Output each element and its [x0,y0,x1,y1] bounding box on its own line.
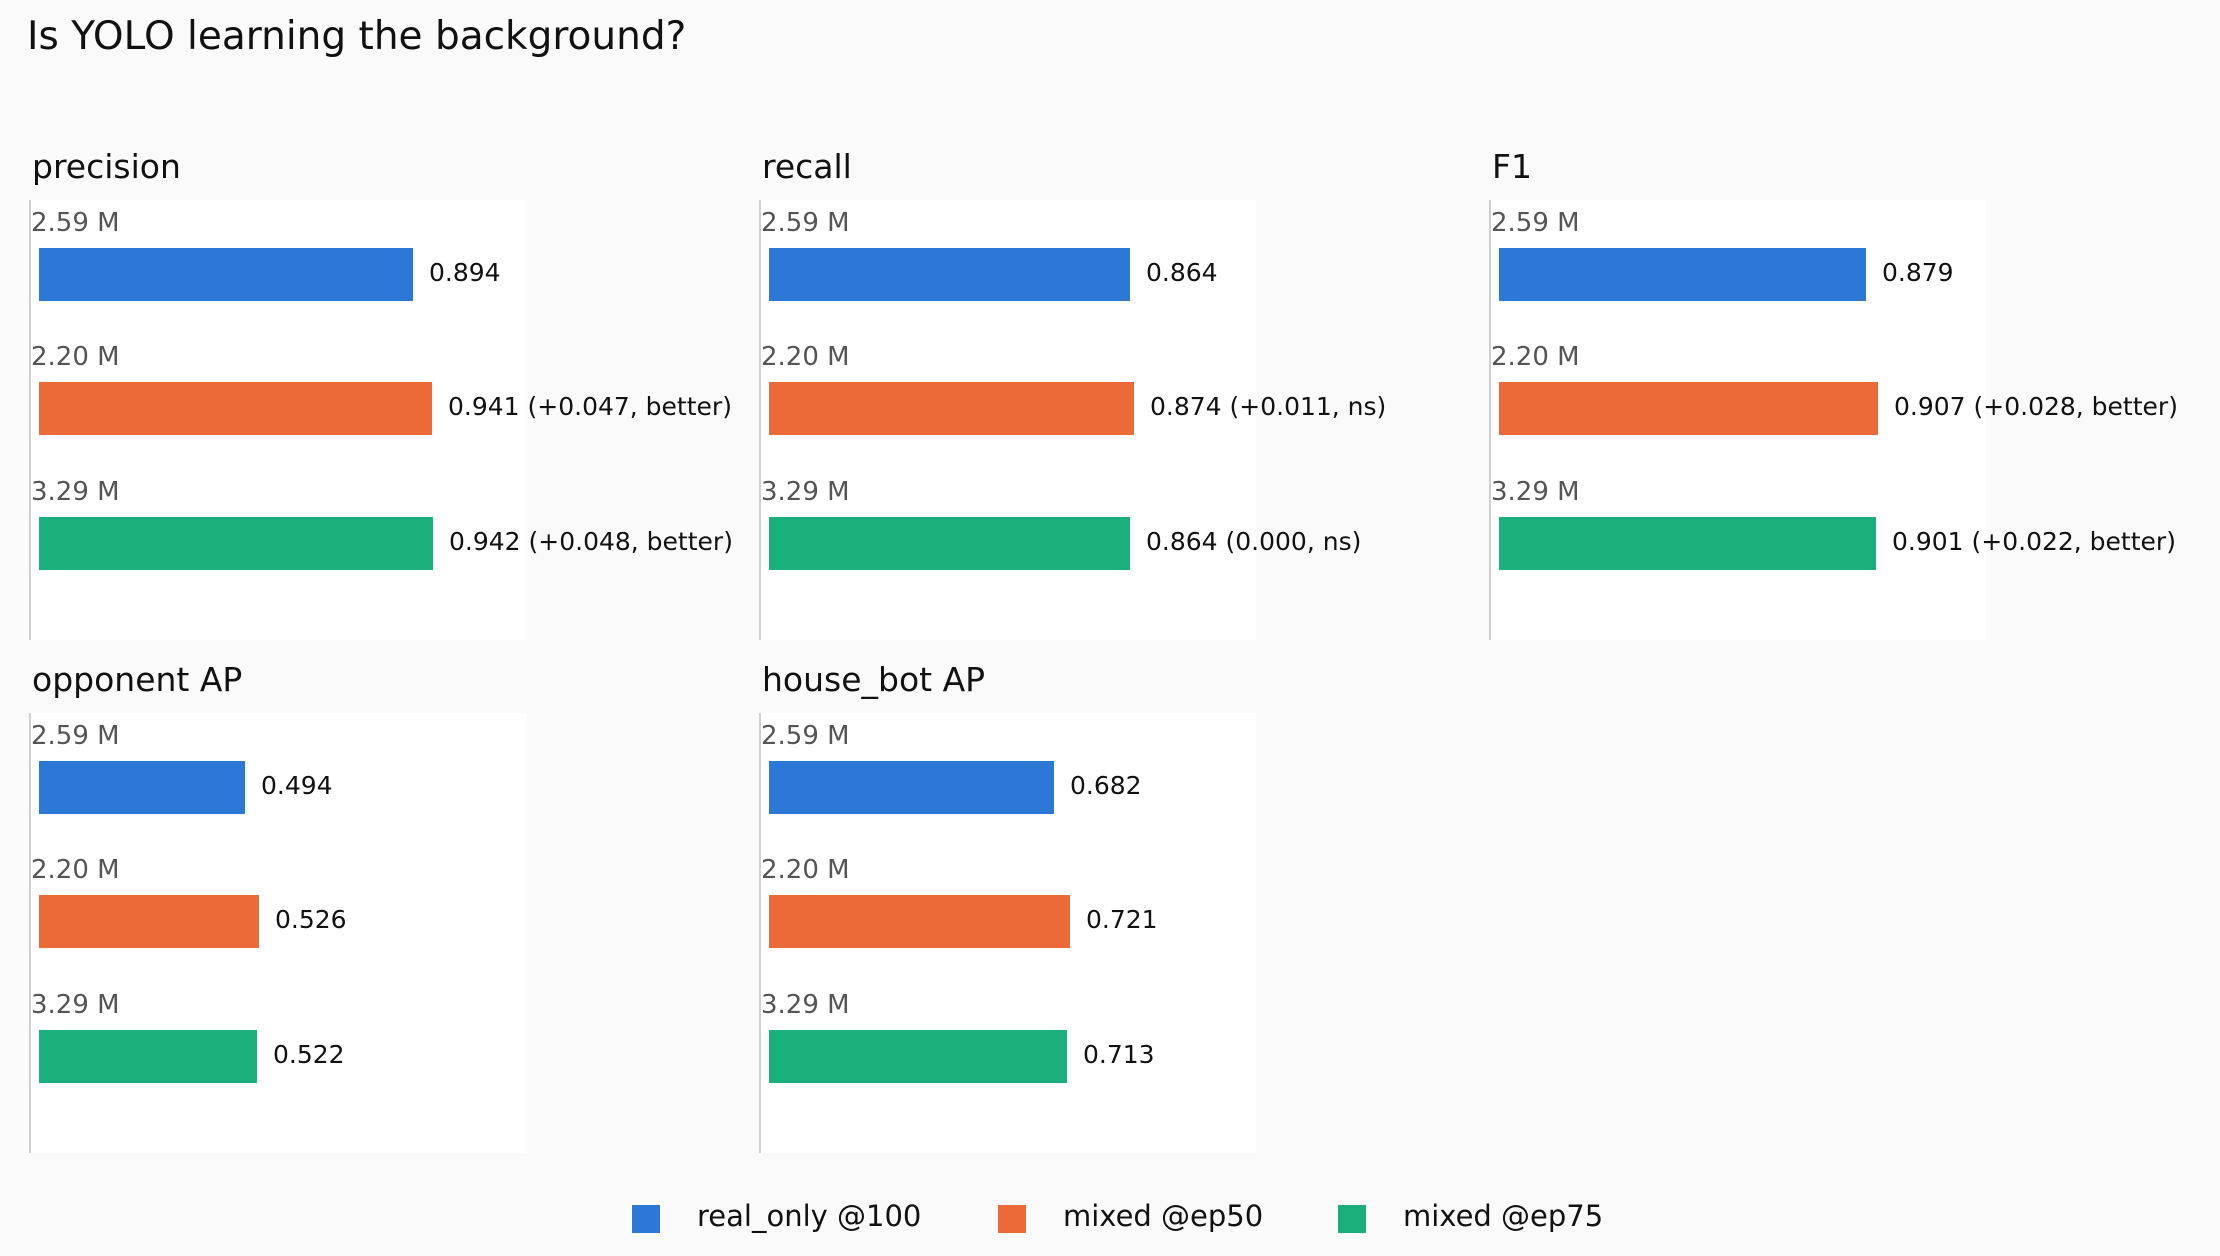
panel-title: house_bot AP [762,660,986,699]
bar [1499,248,1866,301]
category-label: 3.29 M [31,990,120,1020]
bar [1499,517,1876,570]
bar [769,895,1070,948]
bar [39,1030,257,1083]
bar [769,248,1130,301]
category-label: 2.20 M [31,855,120,885]
plot-area: 2.59 M 0.682 2.20 M 0.721 3.29 M 0.713 [759,713,1256,1153]
value-label: 0.494 [261,771,333,800]
bar [769,1030,1067,1083]
category-label: 2.20 M [761,342,850,372]
plot-area: 2.59 M 0.879 2.20 M 0.907 (+0.028, better) 3… [1489,200,2178,640]
legend-label: mixed @ep50 [1063,1199,1264,1233]
panel-title: precision [32,147,181,186]
value-label: 0.874 (+0.011, ns) [1150,392,1387,421]
value-label: 0.522 [273,1040,345,1069]
category-label: 3.29 M [31,477,120,507]
plot-area: 2.59 M 0.894 2.20 M 0.941 (+0.047, better) 3… [29,200,733,640]
bar [39,248,413,301]
category-label: 2.59 M [31,208,120,238]
chart-panel: opponent AP 2.59 M 0.494 2.20 M 0.526 3.29 M 0… [29,660,734,1153]
category-label: 3.29 M [761,477,850,507]
category-label: 3.29 M [1491,477,1580,507]
category-label: 2.20 M [1491,342,1580,372]
value-label: 0.864 [1146,258,1218,287]
value-label: 0.907 (+0.028, better) [1894,392,2178,421]
legend-swatch [1338,1205,1366,1233]
category-label: 2.59 M [31,721,120,751]
legend: real_only @100 mixed @ep50 mixed @ep75 [0,1199,2220,1243]
value-label: 0.942 (+0.048, better) [449,527,733,556]
category-label: 2.59 M [1491,208,1580,238]
value-label: 0.864 (0.000, ns) [1146,527,1362,556]
category-label: 2.59 M [761,208,850,238]
category-label: 2.59 M [761,721,850,751]
value-label: 0.941 (+0.047, better) [448,392,732,421]
bar [39,761,245,814]
chart-panel: recall 2.59 M 0.864 2.20 M 0.874 (+0.011, ns… [759,147,1464,640]
bar [39,517,433,570]
bar [769,517,1130,570]
category-label: 2.20 M [761,855,850,885]
chart-panel: house_bot AP 2.59 M 0.682 2.20 M 0.721 3.29 M… [759,660,1464,1153]
chart-title: Is YOLO learning the background? [27,14,687,59]
bar [39,382,432,435]
panel-title: opponent AP [32,660,243,699]
plot-area: 2.59 M 0.494 2.20 M 0.526 3.29 M 0.522 [29,713,526,1153]
panel-title: F1 [1492,147,1532,186]
plot-area: 2.59 M 0.864 2.20 M 0.874 (+0.011, ns) 3.29 … [759,200,1386,640]
value-label: 0.894 [429,258,501,287]
chart-panel: F1 2.59 M 0.879 2.20 M 0.907 (+0.028, better… [1489,147,2194,640]
legend-swatch [998,1205,1026,1233]
value-label: 0.526 [275,905,347,934]
bar [769,382,1134,435]
value-label: 0.901 (+0.022, better) [1892,527,2176,556]
chart-panel: precision 2.59 M 0.894 2.20 M 0.941 (+0.047,… [29,147,734,640]
panel-title: recall [762,147,852,186]
value-label: 0.713 [1083,1040,1155,1069]
bar [39,895,259,948]
bar [769,761,1054,814]
value-label: 0.682 [1070,771,1142,800]
bar [1499,382,1878,435]
value-label: 0.721 [1086,905,1158,934]
category-label: 2.20 M [31,342,120,372]
legend-swatch [632,1205,660,1233]
legend-label: real_only @100 [697,1199,922,1233]
category-label: 3.29 M [761,990,850,1020]
legend-label: mixed @ep75 [1403,1199,1604,1233]
value-label: 0.879 [1882,258,1954,287]
